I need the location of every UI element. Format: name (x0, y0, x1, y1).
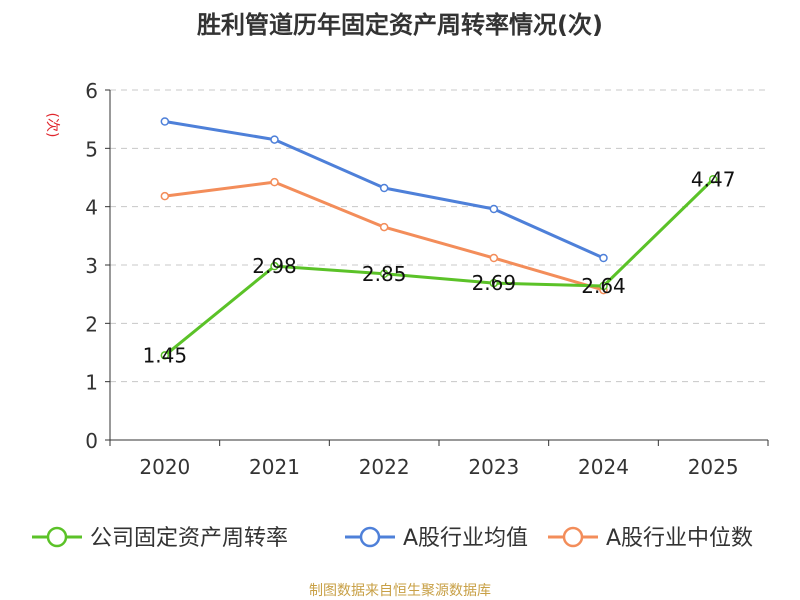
data-point-1 (599, 253, 608, 263)
data-label: 4.47 (691, 167, 736, 191)
data-labels: 1.45 2.98 2.85 2.69 2.64 4.47 (143, 167, 736, 367)
data-point-1 (270, 135, 279, 144)
y-tick-label: 2 (85, 312, 98, 336)
x-tick-label: 2021 (249, 455, 300, 479)
data-label: 2.85 (362, 262, 407, 286)
data-point-1 (379, 183, 389, 193)
y-tick-label: 6 (85, 79, 98, 103)
x-tick-label: 2025 (688, 455, 739, 479)
data-point-0 (708, 175, 718, 184)
legend-marker-1 (359, 526, 381, 548)
y-axis-label: (次) (44, 113, 60, 138)
data-point-0 (160, 351, 170, 360)
x-tick-label: 2022 (359, 455, 410, 479)
x-tick-label: 2024 (578, 455, 629, 479)
data-point-0 (599, 281, 608, 291)
data-point-2 (489, 253, 499, 263)
data-point-0 (270, 261, 279, 271)
source-note: 制图数据来自恒生聚源数据库 (309, 583, 491, 599)
y-tick-label: 4 (85, 196, 98, 220)
y-tick-label: 0 (85, 429, 98, 453)
data-point-0 (489, 278, 499, 288)
y-tick-label: 3 (85, 254, 98, 278)
data-point-2 (160, 191, 170, 201)
data-point-0 (379, 269, 389, 278)
legend: 公司固定资产周转率 A股行业均值 A股行业中位数 (32, 526, 753, 551)
series-line-0 (163, 178, 715, 357)
x-tick-label: 2020 (139, 455, 190, 479)
axes: 0 1 2 3 4 5 6 2020 2021 2022 2023 2024 2025 (85, 79, 769, 479)
legend-label-2: A股行业中位数 (606, 526, 753, 551)
series-lines (160, 117, 718, 360)
data-label: 2.98 (252, 254, 297, 278)
data-point-1 (160, 117, 170, 126)
chart-title: 胜利管道历年固定资产周转率情况(次) (197, 11, 603, 39)
y-tick-label: 1 (85, 371, 98, 395)
data-label: 2.69 (472, 271, 517, 295)
legend-marker-2 (562, 526, 584, 548)
legend-marker-0 (46, 526, 68, 548)
y-tick-label: 5 (85, 137, 98, 161)
legend-label-0: 公司固定资产周转率 (90, 526, 288, 551)
data-label: 1.45 (143, 343, 188, 367)
legend-label-1: A股行业均值 (403, 526, 528, 551)
data-point-1 (489, 204, 499, 214)
data-point-2 (379, 222, 389, 232)
data-label: 2.64 (581, 274, 626, 298)
data-point-2 (270, 177, 279, 187)
gridlines (110, 89, 768, 383)
x-tick-label: 2023 (468, 455, 519, 479)
